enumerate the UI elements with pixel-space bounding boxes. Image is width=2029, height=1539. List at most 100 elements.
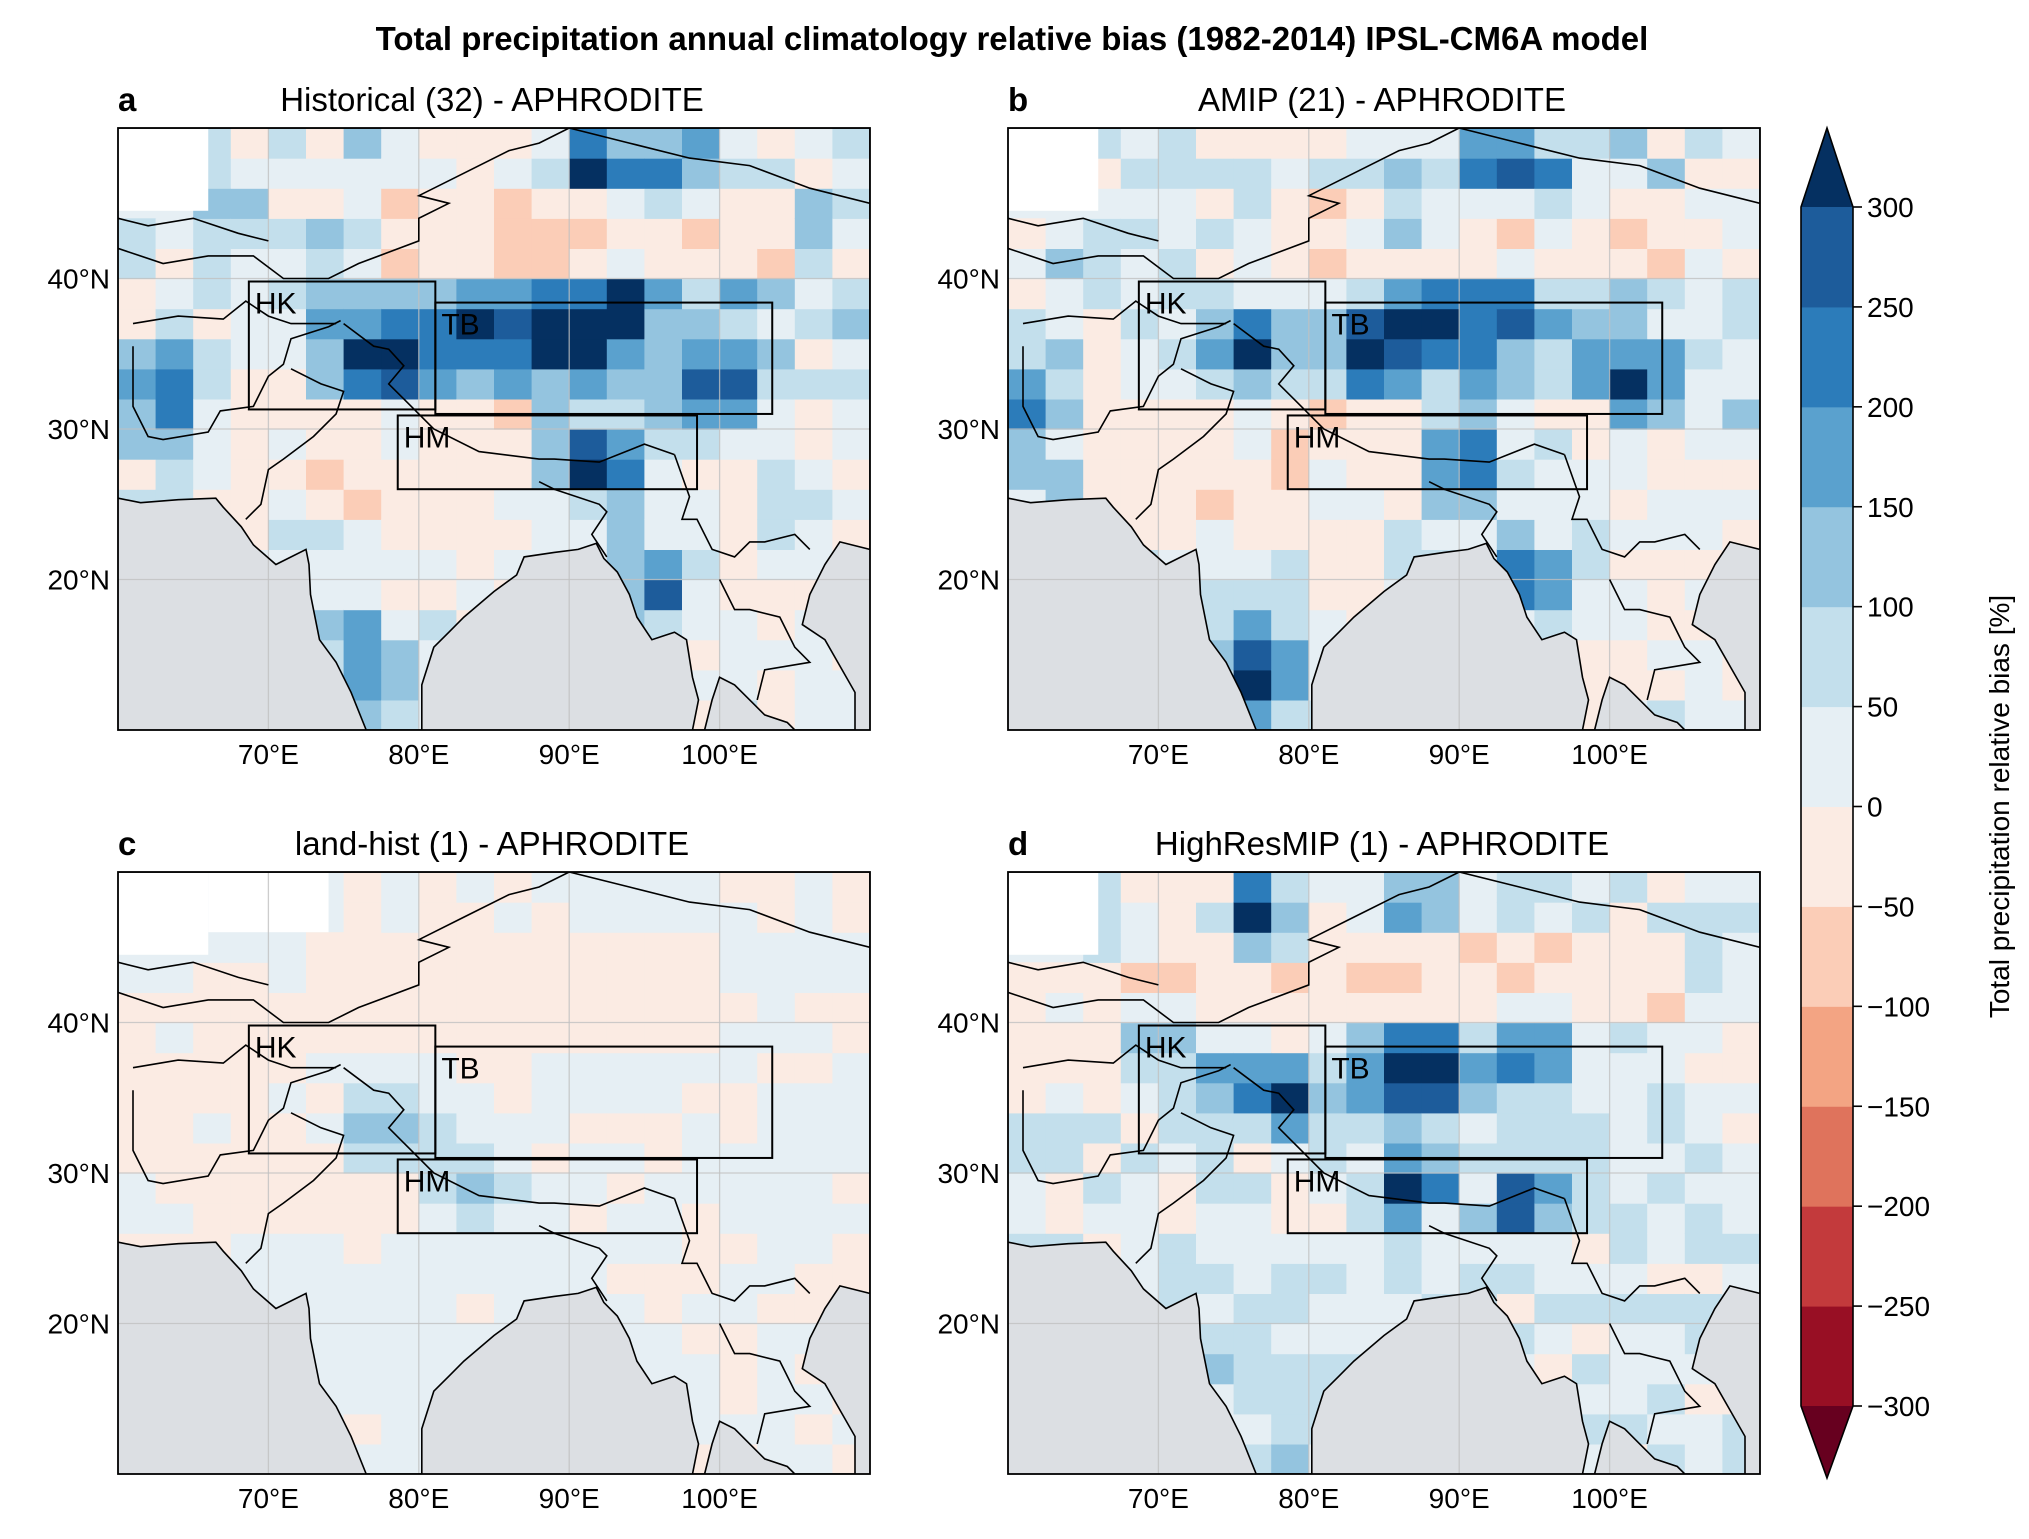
colorbar-segment — [1801, 1106, 1853, 1207]
lon-tick-label: 100°E — [1571, 1483, 1648, 1514]
region-box-tb — [434, 301, 774, 415]
colorbar-segment — [1801, 806, 1853, 907]
lon-tick-label: 80°E — [1278, 739, 1339, 770]
panel-title: HighResMIP (1) - APHRODITE — [1155, 825, 1609, 862]
colorbar-segment — [1801, 1306, 1853, 1407]
colorbar-segment — [1801, 306, 1853, 408]
panel-title: AMIP (21) - APHRODITE — [1198, 81, 1566, 118]
colorbar-tick-label: −200 — [1867, 1191, 1930, 1222]
colorbar-tick-label: −50 — [1867, 891, 1915, 922]
region-box-hm — [396, 1158, 699, 1235]
lon-tick-label: 80°E — [1278, 1483, 1339, 1514]
panel-title: land-hist (1) - APHRODITE — [295, 825, 689, 862]
region-label-hk: HK — [255, 288, 297, 321]
panels: HK TB HM a Historical (32) - APHRODITE 70°E 80… — [47, 81, 1761, 1514]
region-label-hk: HK — [1145, 1032, 1187, 1065]
panel-frame — [1007, 127, 1761, 731]
lat-tick-label: 30°N — [47, 1158, 110, 1189]
region-label-hm: HM — [404, 421, 451, 454]
panel-letter: a — [118, 81, 137, 118]
coastlines — [1008, 128, 1760, 730]
region-boxes: HK TB HM — [247, 280, 774, 491]
panel-letter: d — [1008, 825, 1028, 862]
map-panel-d: HK TB HM d HighResMIP (1) - APHRODITE 70°E 80°… — [937, 825, 1761, 1514]
region-box-tb — [434, 1045, 774, 1159]
lat-tick-label: 30°N — [47, 414, 110, 445]
colorbar-tick-label: 150 — [1867, 492, 1914, 523]
lon-tick-label: 90°E — [1429, 1483, 1490, 1514]
region-boxes: HK TB HM — [1137, 1024, 1664, 1235]
region-box-hm — [1286, 414, 1589, 491]
lon-tick-label: 90°E — [1429, 739, 1490, 770]
lon-tick-label: 70°E — [238, 739, 299, 770]
colorbar-tick-label: −300 — [1867, 1391, 1930, 1422]
colorbar-extend-high — [1801, 128, 1853, 207]
panel-frame — [1007, 871, 1761, 1475]
panel-title: Historical (32) - APHRODITE — [280, 81, 704, 118]
region-boxes: HK TB HM — [247, 1024, 774, 1235]
region-label-tb: TB — [441, 309, 479, 342]
colorbar-segment — [1801, 207, 1853, 308]
colorbar-tick-label: −100 — [1867, 991, 1930, 1022]
region-label-hm: HM — [1294, 1165, 1341, 1198]
colorbar-tick-label: −150 — [1867, 1091, 1930, 1122]
colorbar-segment — [1801, 406, 1853, 508]
region-label-hk: HK — [255, 1032, 297, 1065]
lon-tick-label: 100°E — [1571, 739, 1648, 770]
lat-tick-label: 30°N — [937, 414, 1000, 445]
lon-tick-label: 70°E — [1128, 739, 1189, 770]
colorbar-tick-label: 200 — [1867, 392, 1914, 423]
panel-letter: b — [1008, 81, 1028, 118]
lat-tick-label: 40°N — [47, 1008, 110, 1039]
coastlines — [118, 128, 870, 730]
gridlines — [1008, 872, 1760, 1474]
region-box-hm — [396, 414, 699, 491]
colorbar-segment — [1801, 1206, 1853, 1307]
lon-tick-label: 100°E — [681, 1483, 758, 1514]
region-label-tb: TB — [1331, 309, 1369, 342]
coastlines — [118, 872, 870, 1474]
region-boxes: HK TB HM — [1137, 280, 1664, 491]
colorbar-tick-label: 250 — [1867, 292, 1914, 323]
map-panel-c: HK TB HM c land-hist (1) - APHRODITE 70°E 80°E… — [47, 825, 871, 1514]
region-box-tb — [1324, 1045, 1664, 1159]
gridlines — [118, 872, 870, 1474]
region-box-hm — [1286, 1158, 1589, 1235]
gridlines — [1008, 128, 1760, 730]
region-box-tb — [1324, 301, 1664, 415]
lon-tick-label: 80°E — [388, 1483, 449, 1514]
map-panel-a: HK TB HM a Historical (32) - APHRODITE 70°E 80… — [47, 81, 871, 770]
lat-tick-label: 20°N — [937, 1309, 1000, 1340]
panel-letter: c — [118, 825, 136, 862]
lat-tick-label: 40°N — [937, 1008, 1000, 1039]
colorbar-tick-label: 0 — [1867, 792, 1883, 823]
colorbar-segment — [1801, 506, 1853, 608]
region-label-hm: HM — [404, 1165, 451, 1198]
map-panel-b: HK TB HM b AMIP (21) - APHRODITE 70°E 80°E 90°E… — [937, 81, 1761, 770]
region-label-tb: TB — [1331, 1053, 1369, 1086]
colorbar-label: Total precipitation relative bias [%] — [1984, 595, 2015, 1018]
colorbar-tick-label: 300 — [1867, 192, 1914, 223]
panel-frame — [117, 127, 871, 731]
lon-tick-label: 80°E — [388, 739, 449, 770]
colorbar-segment — [1801, 706, 1853, 807]
colorbar-tick-label: 100 — [1867, 592, 1914, 623]
panel-frame — [117, 871, 871, 1475]
lat-tick-label: 40°N — [937, 264, 1000, 295]
region-label-hk: HK — [1145, 288, 1187, 321]
region-label-tb: TB — [441, 1053, 479, 1086]
lon-tick-label: 70°E — [1128, 1483, 1189, 1514]
colorbar-extend-low — [1801, 1406, 1853, 1478]
colorbar-tick-label: 50 — [1867, 692, 1898, 723]
lon-tick-label: 90°E — [539, 739, 600, 770]
lat-tick-label: 30°N — [937, 1158, 1000, 1189]
lon-tick-label: 70°E — [238, 1483, 299, 1514]
lat-tick-label: 20°N — [937, 565, 1000, 596]
lon-tick-label: 90°E — [539, 1483, 600, 1514]
coastlines — [1008, 872, 1760, 1474]
lon-tick-label: 100°E — [681, 739, 758, 770]
colorbar-segment — [1801, 906, 1853, 1007]
lat-tick-label: 20°N — [47, 565, 110, 596]
colorbar-tick-label: −250 — [1867, 1291, 1930, 1322]
